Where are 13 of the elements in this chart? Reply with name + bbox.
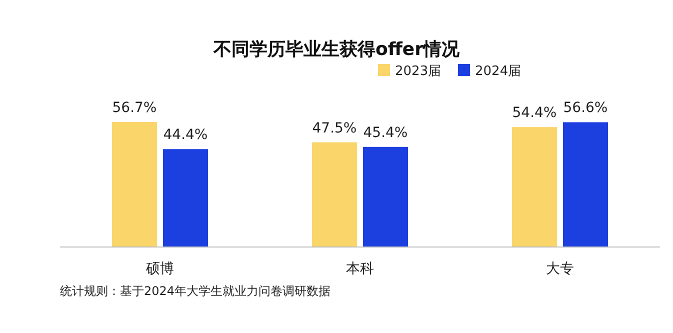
chart-title: 不同学历毕业生获得offer情况 [212,39,461,60]
legend-label: 2024届 [475,64,522,79]
data-label: 56.7% [112,100,157,116]
x-tick-label: 大专 [546,261,574,277]
data-label: 44.4% [163,127,208,144]
x-tick-label: 本科 [346,261,374,277]
data-label: 45.4% [363,124,408,141]
data-label: 54.4% [512,105,557,122]
legend-label: 2023届 [395,64,442,79]
data-label: 56.6% [563,100,608,116]
text: 统计规则：基于2024年大学生就业力问卷调研数据 [60,284,331,298]
x-tick-label: 硕博 [145,261,174,277]
data-label: 47.5% [312,120,357,136]
